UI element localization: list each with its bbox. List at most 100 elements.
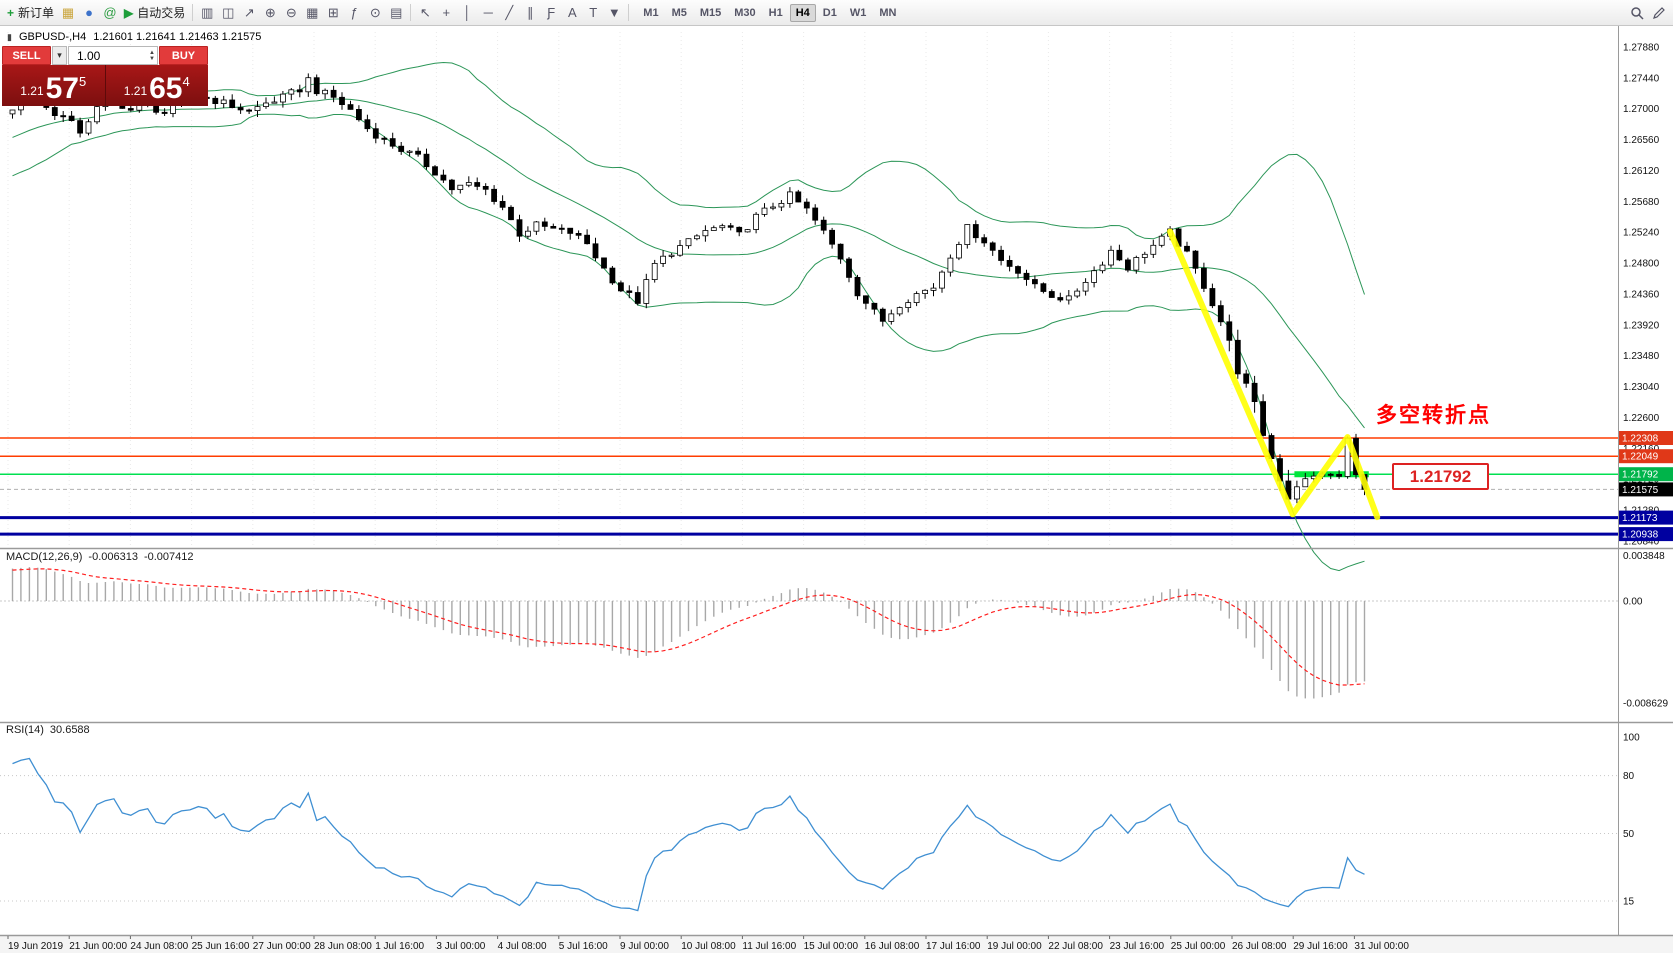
- candle-body: [1327, 473, 1334, 476]
- candlestick-chart-icon[interactable]: ◫: [222, 5, 235, 20]
- spin-down-icon[interactable]: ▼: [149, 55, 155, 62]
- candle-body: [1226, 321, 1233, 341]
- arrows-icon[interactable]: ▼: [607, 5, 621, 20]
- search-icon[interactable]: [1627, 3, 1647, 23]
- buy-price[interactable]: 1.21 65 4: [106, 65, 209, 106]
- candle-body: [575, 232, 582, 236]
- time-label: 28 Jun 08:00: [314, 941, 372, 952]
- time-label: 25 Jun 16:00: [192, 941, 250, 952]
- candle-body: [989, 242, 996, 251]
- candle-body: [1006, 259, 1013, 267]
- indicators-icon[interactable]: ƒ: [350, 5, 358, 20]
- macd-signal-line: [12, 568, 1365, 686]
- vertical-line-icon[interactable]: │: [463, 5, 472, 20]
- timeframe-d1[interactable]: D1: [822, 6, 837, 19]
- candle-body: [296, 89, 303, 93]
- time-label: 4 Jul 08:00: [498, 941, 547, 952]
- candle-body: [1243, 373, 1250, 384]
- time-label: 22 Jul 08:00: [1048, 941, 1103, 952]
- horizontal-line-icon[interactable]: ─: [483, 5, 493, 20]
- trendline-icon[interactable]: ╱: [505, 5, 514, 20]
- arrange-windows-icon[interactable]: ⊞: [327, 5, 339, 20]
- new-order-button[interactable]: + 新订单: [4, 3, 57, 23]
- market-watch-icon[interactable]: ●: [85, 5, 93, 20]
- candle-body: [634, 292, 641, 304]
- trend-polyline[interactable]: [1167, 228, 1381, 521]
- price-level-chip-label: 1.21792: [1622, 470, 1659, 481]
- drawing-tools-group: ↖ + │ ─ ╱ ∥ Ƒ A T ▼: [415, 3, 624, 23]
- time-label: 29 Jul 16:00: [1293, 941, 1348, 952]
- price-axis-label: 1.27000: [1623, 104, 1660, 115]
- timeframe-m30[interactable]: M30: [734, 6, 756, 19]
- trade-options-caret[interactable]: ▾: [52, 46, 67, 65]
- candle-body: [406, 150, 413, 153]
- candle-body: [1032, 279, 1038, 285]
- candle-body: [1192, 250, 1199, 269]
- fibonacci-icon[interactable]: Ƒ: [547, 5, 556, 20]
- candle-body: [1074, 290, 1081, 297]
- trade-prices-row: 1.21 57 5 1.21 65 4: [2, 65, 208, 106]
- timeframe-h1[interactable]: H1: [768, 6, 783, 19]
- candle-body: [618, 282, 624, 292]
- candle-body: [626, 290, 633, 293]
- timeframe-mn[interactable]: MN: [879, 6, 897, 19]
- quick-icons-group: ▦ ● @: [58, 3, 120, 23]
- candle-body: [1015, 266, 1021, 274]
- timeframe-w1[interactable]: W1: [849, 6, 867, 19]
- templates-icon[interactable]: ▤: [390, 5, 403, 20]
- periods-icon[interactable]: ⊙: [369, 5, 381, 20]
- buy-button[interactable]: BUY: [159, 46, 208, 65]
- cursor-icon[interactable]: ↖: [419, 5, 431, 20]
- price-level-chip: [1619, 510, 1673, 525]
- time-label: 10 Jul 08:00: [681, 941, 736, 952]
- profiles-icon[interactable]: ▦: [61, 5, 75, 20]
- candle-body: [710, 227, 717, 231]
- candle-body: [85, 121, 92, 134]
- volume-field[interactable]: 1.00 ▲ ▼: [68, 46, 158, 65]
- timeframe-m5[interactable]: M5: [671, 6, 687, 19]
- edit-icon[interactable]: [1649, 3, 1669, 23]
- macd-label: MACD(12,26,9): [6, 551, 83, 563]
- time-label: 24 Jun 08:00: [130, 941, 188, 952]
- auto-trading-button[interactable]: ▶ 自动交易: [121, 3, 188, 23]
- turning-point-annotation[interactable]: 多空转折点: [1376, 404, 1491, 427]
- line-chart-icon[interactable]: ↗: [243, 5, 255, 20]
- zoom-out-icon[interactable]: ⊖: [285, 5, 297, 20]
- time-axis-bg[interactable]: [0, 935, 1673, 953]
- macd-value-main: -0.006313: [88, 551, 138, 563]
- price-level-chip-label: 1.21575: [1622, 485, 1659, 496]
- candle-body: [1251, 382, 1258, 402]
- community-icon[interactable]: @: [103, 5, 117, 20]
- channel-icon[interactable]: ∥: [527, 5, 534, 20]
- grid-icon[interactable]: ▦: [306, 5, 319, 20]
- timeframe-m15[interactable]: M15: [699, 6, 722, 19]
- macd-axis-label: -0.008629: [1623, 698, 1668, 709]
- price-level-chip-label: 1.22049: [1622, 452, 1659, 463]
- candle-body: [930, 287, 937, 291]
- candle-body: [246, 109, 253, 112]
- price-tag-box[interactable]: 1.21792: [1392, 463, 1489, 490]
- text-icon[interactable]: A: [567, 5, 577, 20]
- sell-button[interactable]: SELL: [2, 46, 51, 65]
- volume-value: 1.00: [77, 48, 101, 63]
- candle-body: [956, 244, 962, 259]
- candle-body: [778, 202, 785, 208]
- timeframe-h4[interactable]: H4: [789, 3, 816, 22]
- zoom-in-icon[interactable]: ⊕: [264, 5, 276, 20]
- price-level-chip: [1619, 482, 1673, 497]
- volume-spinner[interactable]: ▲ ▼: [149, 50, 155, 62]
- macd-value-signal: -0.007412: [143, 551, 194, 563]
- sell-price[interactable]: 1.21 57 5: [2, 65, 105, 106]
- price-level-chip: [1619, 467, 1673, 482]
- new-order-label: 新订单: [18, 5, 55, 20]
- candle-body: [1217, 305, 1224, 323]
- candle-body: [533, 221, 540, 232]
- candle-body: [212, 97, 219, 105]
- crosshair-icon[interactable]: +: [442, 5, 451, 20]
- bar-chart-icon[interactable]: ▥: [201, 5, 214, 20]
- spin-up-icon[interactable]: ▲: [149, 49, 155, 56]
- price-level-chip: [1619, 527, 1673, 542]
- timeframe-m1[interactable]: M1: [643, 6, 659, 19]
- label-icon[interactable]: T: [589, 5, 598, 20]
